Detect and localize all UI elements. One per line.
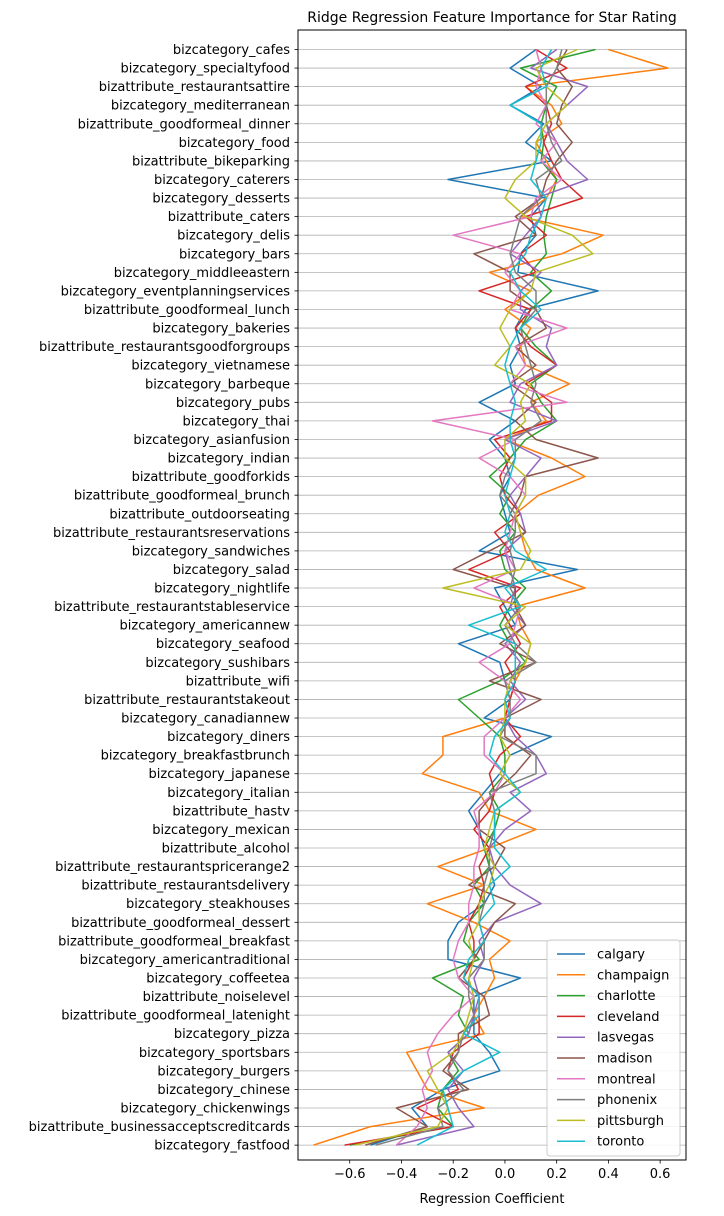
y-tick-label: bizattribute_restaurantsattire <box>99 80 290 95</box>
y-tick-label: bizattribute_restaurantsdelivery <box>81 879 290 894</box>
x-tick-label: 0.0 <box>495 1167 516 1182</box>
y-tick-label: bizcategory_sandwiches <box>132 544 290 559</box>
y-tick-label: bizcategory_diners <box>167 730 290 745</box>
y-tick-label: bizcategory_asianfusion <box>133 433 290 448</box>
y-tick-label: bizcategory_barbeque <box>145 377 290 392</box>
y-tick-label: bizcategory_sportsbars <box>139 1046 290 1061</box>
y-tick-label: bizcategory_thai <box>182 414 290 429</box>
y-tick-label: bizattribute_goodformeal_lunch <box>84 303 290 318</box>
y-tick-label: bizattribute_bikeparking <box>132 154 290 169</box>
y-tick-label: bizcategory_breakfastbrunch <box>101 749 290 764</box>
legend-label-cleveland: cleveland <box>597 1010 660 1025</box>
y-tick-label: bizattribute_noiselevel <box>143 990 290 1005</box>
y-tick-label: bizcategory_indian <box>167 452 290 467</box>
y-tick-label: bizattribute_goodformeal_dinner <box>78 117 291 132</box>
y-tick-label: bizattribute_caters <box>168 210 290 225</box>
y-tick-label: bizcategory_bakeries <box>152 322 290 337</box>
x-axis-label: Regression Coefficient <box>420 1192 565 1207</box>
y-axis: bizcategory_cafes bizcategory_specialtyfo… <box>29 43 298 1154</box>
series-line-montreal <box>395 49 568 1146</box>
series-line-phonenix <box>375 49 563 1146</box>
y-tick-label: bizcategory_americantraditional <box>80 953 290 968</box>
y-tick-label: bizcategory_salad <box>173 563 290 578</box>
y-tick-label: bizcategory_mediterranean <box>111 99 290 114</box>
legend-label-pittsburgh: pittsburgh <box>597 1114 664 1129</box>
y-tick-label: bizcategory_canadiannew <box>121 712 290 727</box>
legend-label-lasvegas: lasvegas <box>597 1031 654 1046</box>
series-line-toronto <box>416 49 553 1146</box>
y-tick-label: bizattribute_restaurantsgoodforgroups <box>39 340 290 355</box>
plot-frame <box>297 29 687 1161</box>
legend-label-charlotte: charlotte <box>597 989 655 1004</box>
y-tick-label: bizattribute_goodformeal_latenight <box>61 1009 290 1024</box>
y-tick-label: bizcategory_chinese <box>157 1083 290 1098</box>
y-tick-label: bizattribute_outdoorseating <box>109 507 290 522</box>
x-tick-label: −0.2 <box>437 1167 469 1182</box>
x-tick-label: −0.6 <box>334 1167 366 1182</box>
legend-label-madison: madison <box>597 1052 652 1067</box>
y-tick-label: bizcategory_sushibars <box>145 656 290 671</box>
x-tick-label: 0.2 <box>546 1167 567 1182</box>
legend-label-phonenix: phonenix <box>597 1093 658 1108</box>
x-tick-label: −0.4 <box>386 1167 418 1182</box>
series-lines <box>313 48 669 1146</box>
legend-box <box>546 939 681 1157</box>
x-tick-label: 0.4 <box>598 1167 619 1182</box>
y-tick-label: bizcategory_chickenwings <box>120 1101 290 1116</box>
y-tick-label: bizattribute_restaurantstableservice <box>54 600 290 615</box>
y-tick-label: bizattribute_hastv <box>172 804 290 819</box>
legend-label-champaign: champaign <box>597 968 669 983</box>
legend-label-montreal: montreal <box>597 1072 656 1087</box>
legend-label-calgary: calgary <box>597 948 645 963</box>
series-line-champaign <box>313 48 669 1146</box>
y-tick-label: bizcategory_nightlife <box>154 582 290 597</box>
x-axis: −0.6 −0.4 −0.2 0.0 0.2 0.4 0.6 <box>334 1160 671 1182</box>
y-tick-label: bizattribute_alcohol <box>162 842 290 857</box>
y-tick-label: bizcategory_pubs <box>176 396 290 411</box>
y-tick-label: bizattribute_goodformeal_dessert <box>71 916 290 931</box>
y-tick-label: bizattribute_goodformeal_breakfast <box>58 934 290 949</box>
y-tick-label: bizcategory_pizza <box>174 1027 290 1042</box>
y-tick-label: bizattribute_restaurantsreservations <box>53 526 290 541</box>
y-tick-label: bizcategory_fastfood <box>154 1139 290 1154</box>
legend-label-toronto: toronto <box>597 1135 644 1150</box>
y-tick-label: bizcategory_middleeastern <box>114 266 290 281</box>
legend: calgary champaign charlotte cleveland lasveg… <box>546 939 681 1157</box>
y-tick-label: bizattribute_goodformeal_brunch <box>74 489 290 504</box>
y-tick-label: bizcategory_eventplanningservices <box>61 284 291 299</box>
y-tick-label: bizattribute_goodforkids <box>132 470 291 485</box>
y-tick-label: bizcategory_seafood <box>156 637 290 652</box>
y-tick-label: bizcategory_italian <box>167 786 290 801</box>
y-tick-label: bizcategory_delis <box>177 229 290 244</box>
y-tick-label: bizcategory_japanese <box>149 767 290 782</box>
y-tick-label: bizattribute_wifi <box>186 674 290 689</box>
y-tick-label: bizcategory_steakhouses <box>126 897 290 912</box>
y-tick-label: bizattribute_restaurantstakeout <box>84 693 290 708</box>
y-tick-label: bizattribute_restaurantspricerange2 <box>55 860 290 875</box>
y-tick-label: bizcategory_desserts <box>152 192 290 207</box>
y-tick-label: bizcategory_bars <box>179 247 290 262</box>
y-tick-label: bizcategory_mexican <box>152 823 290 838</box>
y-tick-label: bizcategory_specialtyfood <box>120 62 290 77</box>
y-tick-label: bizcategory_coffeetea <box>146 972 290 987</box>
series-line-pittsburgh <box>354 48 594 1146</box>
y-tick-label: bizcategory_americannew <box>120 619 291 634</box>
y-tick-label: bizcategory_burgers <box>157 1064 290 1079</box>
x-tick-label: 0.6 <box>650 1167 671 1182</box>
y-tick-label: bizcategory_caterers <box>154 173 290 188</box>
y-tick-label: bizattribute_businessacceptscreditcards <box>29 1120 291 1135</box>
y-tick-label: bizcategory_vietnamese <box>131 359 290 374</box>
y-tick-label: bizcategory_food <box>179 136 290 151</box>
series-line-calgary <box>370 48 599 1146</box>
y-tick-label: bizcategory_cafes <box>173 43 290 58</box>
chart-title: Ridge Regression Feature Importance for … <box>307 10 677 26</box>
